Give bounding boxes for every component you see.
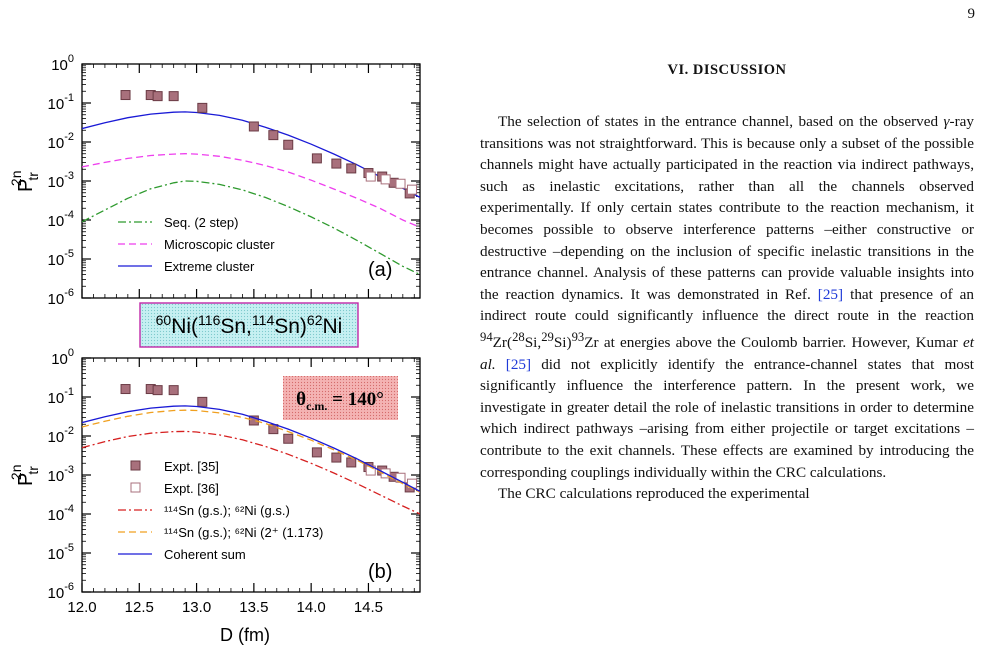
data-point <box>248 415 259 426</box>
legend-label: ¹¹⁴Sn (g.s.); ⁶²Ni (g.s.) <box>164 503 290 518</box>
y-tick-label: 10-2 <box>48 425 74 446</box>
legend-label: Expt. [35] <box>164 459 219 474</box>
x-axis-label: D (fm) <box>220 625 270 645</box>
legend-label: Seq. (2 step) <box>164 215 238 230</box>
data-point <box>395 178 406 189</box>
x-tick-label: 12.5 <box>125 599 154 616</box>
data-point <box>152 385 163 396</box>
data-point <box>380 174 391 185</box>
reaction-label: 60Ni(116Sn,114Sn)62Ni <box>156 312 343 338</box>
legend-label: Microscopic cluster <box>164 237 275 252</box>
ylabel-sup: 2n <box>8 465 24 481</box>
text-column: VI. DISCUSSION The selection of states i… <box>480 48 974 505</box>
ylabel-p: P <box>15 473 37 486</box>
y-tick-label: 10-4 <box>48 503 74 524</box>
legend-label: Extreme cluster <box>164 259 255 274</box>
x-tick-label: 14.5 <box>354 599 383 616</box>
y-tick-label: 10-1 <box>48 92 74 113</box>
y-tick-label: 10-1 <box>48 386 74 407</box>
y-tick-label: 10-3 <box>48 170 74 191</box>
data-point <box>283 433 294 444</box>
angle-label-box: θc.m. = 140° <box>283 376 398 420</box>
data-point <box>346 457 357 468</box>
y-tick-label: 10-5 <box>48 542 74 563</box>
y-tick-label: 10-6 <box>48 581 74 602</box>
data-point <box>152 91 163 102</box>
y-tick-label: 10-6 <box>48 287 74 308</box>
y-tick-label: 10-2 <box>48 131 74 152</box>
data-point <box>168 385 179 396</box>
x-tick-label: 13.0 <box>182 599 211 616</box>
panel-a-label: (a) <box>368 259 392 281</box>
data-point <box>120 384 131 395</box>
data-point <box>346 163 357 174</box>
y-tick-label: 100 <box>51 347 74 368</box>
legend-label: Coherent sum <box>164 547 246 562</box>
data-point <box>268 424 279 435</box>
data-point <box>331 158 342 169</box>
panel-b-ylabel: Ptr2n <box>8 465 41 486</box>
section-heading: VI. DISCUSSION <box>667 62 787 78</box>
reaction-label-box: 60Ni(116Sn,114Sn)62Ni <box>139 302 359 348</box>
data-point <box>268 130 279 141</box>
x-tick-label: 12.0 <box>67 599 96 616</box>
panel-b-label: (b) <box>368 561 392 583</box>
panel-b-legend: Expt. [35] Expt. [36] ¹¹⁴Sn (g.s.); ⁶²Ni (… <box>118 459 323 562</box>
y-tick-label: 100 <box>51 53 74 74</box>
panel-b: 100 10-1 10-2 10-3 10-4 10-5 10-612.0 12.5 13.0 1… <box>8 347 421 645</box>
data-point <box>365 171 376 182</box>
ylabel-sub: tr <box>25 466 41 475</box>
series-line <box>82 430 420 515</box>
y-tick-label: 10-3 <box>48 464 74 485</box>
ylabel-p: P <box>15 179 37 192</box>
panel-a-ylabel: Ptr2n <box>8 171 41 192</box>
legend-marker <box>130 460 141 471</box>
data-point <box>406 184 417 195</box>
ylabel-sub: tr <box>25 172 41 181</box>
y-tick-label: 10-5 <box>48 248 74 269</box>
panel-a-legend: Seq. (2 step) Microscopic cluster Extreme … <box>118 215 275 274</box>
data-point <box>197 102 208 113</box>
series-line <box>82 405 420 492</box>
data-point <box>311 153 322 164</box>
paragraph-1: The selection of states in the entrance … <box>480 113 975 481</box>
paragraph-2: The CRC calculations reproduced the expe… <box>498 485 810 503</box>
series-line <box>82 153 420 228</box>
page-number: 9 <box>967 6 976 22</box>
data-point <box>331 452 342 463</box>
legend-label: ¹¹⁴Sn (g.s.); ⁶²Ni (2⁺ (1.173) <box>164 525 323 540</box>
data-point <box>120 90 131 101</box>
data-point <box>168 91 179 102</box>
legend-marker <box>130 482 141 493</box>
panel-a-series <box>82 90 420 276</box>
data-point <box>283 139 294 150</box>
panel-a-axes: 100 10-1 10-2 10-3 10-4 10-5 10-6 <box>48 53 420 308</box>
data-point <box>311 447 322 458</box>
data-point <box>248 121 259 132</box>
panel-b-series <box>82 384 420 515</box>
legend-label: Expt. [36] <box>164 481 219 496</box>
series-line <box>82 180 420 276</box>
panel-b-axes: 100 10-1 10-2 10-3 10-4 10-5 10-612.0 12.5 13.0 1… <box>48 347 420 616</box>
x-tick-label: 14.0 <box>297 599 326 616</box>
panel-a: 100 10-1 10-2 10-3 10-4 10-5 10-6 (a) Ptr2n Se… <box>8 53 421 308</box>
x-tick-label: 13.5 <box>239 599 268 616</box>
ylabel-sup: 2n <box>8 171 24 187</box>
data-point <box>197 396 208 407</box>
section-body: The selection of states in the entrance … <box>480 111 974 505</box>
y-tick-label: 10-4 <box>48 209 74 230</box>
